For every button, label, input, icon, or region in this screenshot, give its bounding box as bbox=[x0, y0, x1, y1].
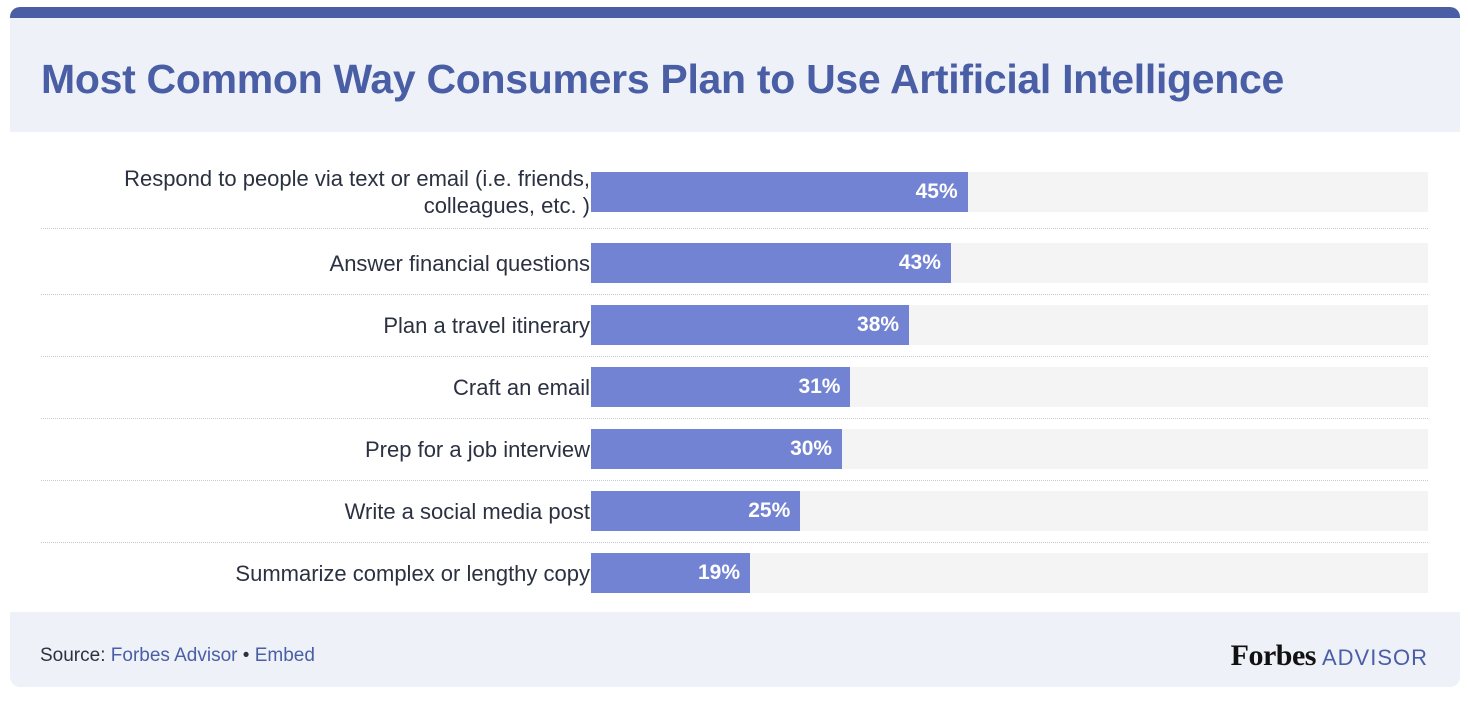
advisor-wordmark: ADVISOR bbox=[1321, 645, 1428, 670]
row-divider bbox=[41, 356, 1428, 357]
bar-category-label: Answer financial questions bbox=[329, 250, 590, 276]
bar-value-label: 45% bbox=[915, 180, 958, 203]
bar-track: 38% bbox=[591, 305, 1428, 345]
source-label: Source: bbox=[40, 645, 111, 666]
top-accent-band bbox=[10, 7, 1460, 18]
row-divider bbox=[41, 542, 1428, 543]
bar-value-label: 38% bbox=[857, 313, 900, 336]
chart-header: Most Common Way Consumers Plan to Use Ar… bbox=[10, 18, 1460, 132]
bar: 45% bbox=[591, 172, 968, 212]
bar-category-label: Write a social media post bbox=[344, 498, 590, 524]
bar-category-label: Respond to people via text or email (i.e… bbox=[124, 166, 590, 218]
bar: 30% bbox=[591, 429, 843, 469]
bar-category-label: Craft an email bbox=[453, 374, 590, 400]
bar-value-label: 43% bbox=[898, 251, 941, 274]
row-divider bbox=[41, 294, 1428, 295]
bar: 19% bbox=[591, 553, 751, 593]
source-link[interactable]: Forbes Advisor bbox=[110, 645, 238, 666]
forbes-wordmark: Forbes bbox=[1230, 639, 1317, 672]
row-divider bbox=[41, 227, 1428, 229]
bar: 31% bbox=[591, 367, 851, 407]
forbes-advisor-logo: Forbes ADVISOR bbox=[1231, 639, 1428, 673]
bar-value-label: 30% bbox=[790, 437, 833, 460]
bar-value-label: 25% bbox=[748, 499, 791, 522]
chart-title: Most Common Way Consumers Plan to Use Ar… bbox=[41, 56, 1285, 102]
bar-category-label: Summarize complex or lengthy copy bbox=[235, 560, 590, 586]
row-divider bbox=[41, 418, 1428, 419]
bar-track: 31% bbox=[591, 367, 1428, 407]
bar-track: 30% bbox=[591, 429, 1428, 469]
bar-track: 19% bbox=[591, 553, 1428, 593]
bar-track: 45% bbox=[591, 172, 1428, 212]
bar-track: 25% bbox=[591, 491, 1428, 531]
bar-value-label: 19% bbox=[697, 561, 741, 584]
bar: 38% bbox=[591, 305, 910, 345]
source-separator: • bbox=[237, 645, 255, 666]
bar-value-label: 31% bbox=[798, 375, 841, 398]
bar-category-label: Plan a travel itinerary bbox=[383, 312, 590, 338]
bar-category-label: Prep for a job interview bbox=[365, 436, 590, 462]
bar: 25% bbox=[591, 491, 801, 531]
bar-track: 43% bbox=[591, 243, 1428, 283]
embed-link[interactable]: Embed bbox=[254, 645, 315, 666]
row-divider bbox=[41, 480, 1428, 481]
chart-footer: Source: Forbes Advisor • Embed Forbes ADV… bbox=[10, 612, 1460, 687]
bar: 43% bbox=[591, 243, 951, 283]
chart-card: Most Common Way Consumers Plan to Use Ar… bbox=[10, 7, 1460, 687]
bar-chart-plot: Respond to people via text or email (i.e… bbox=[10, 132, 1460, 612]
source-line: Source: Forbes Advisor • Embed bbox=[40, 645, 315, 667]
